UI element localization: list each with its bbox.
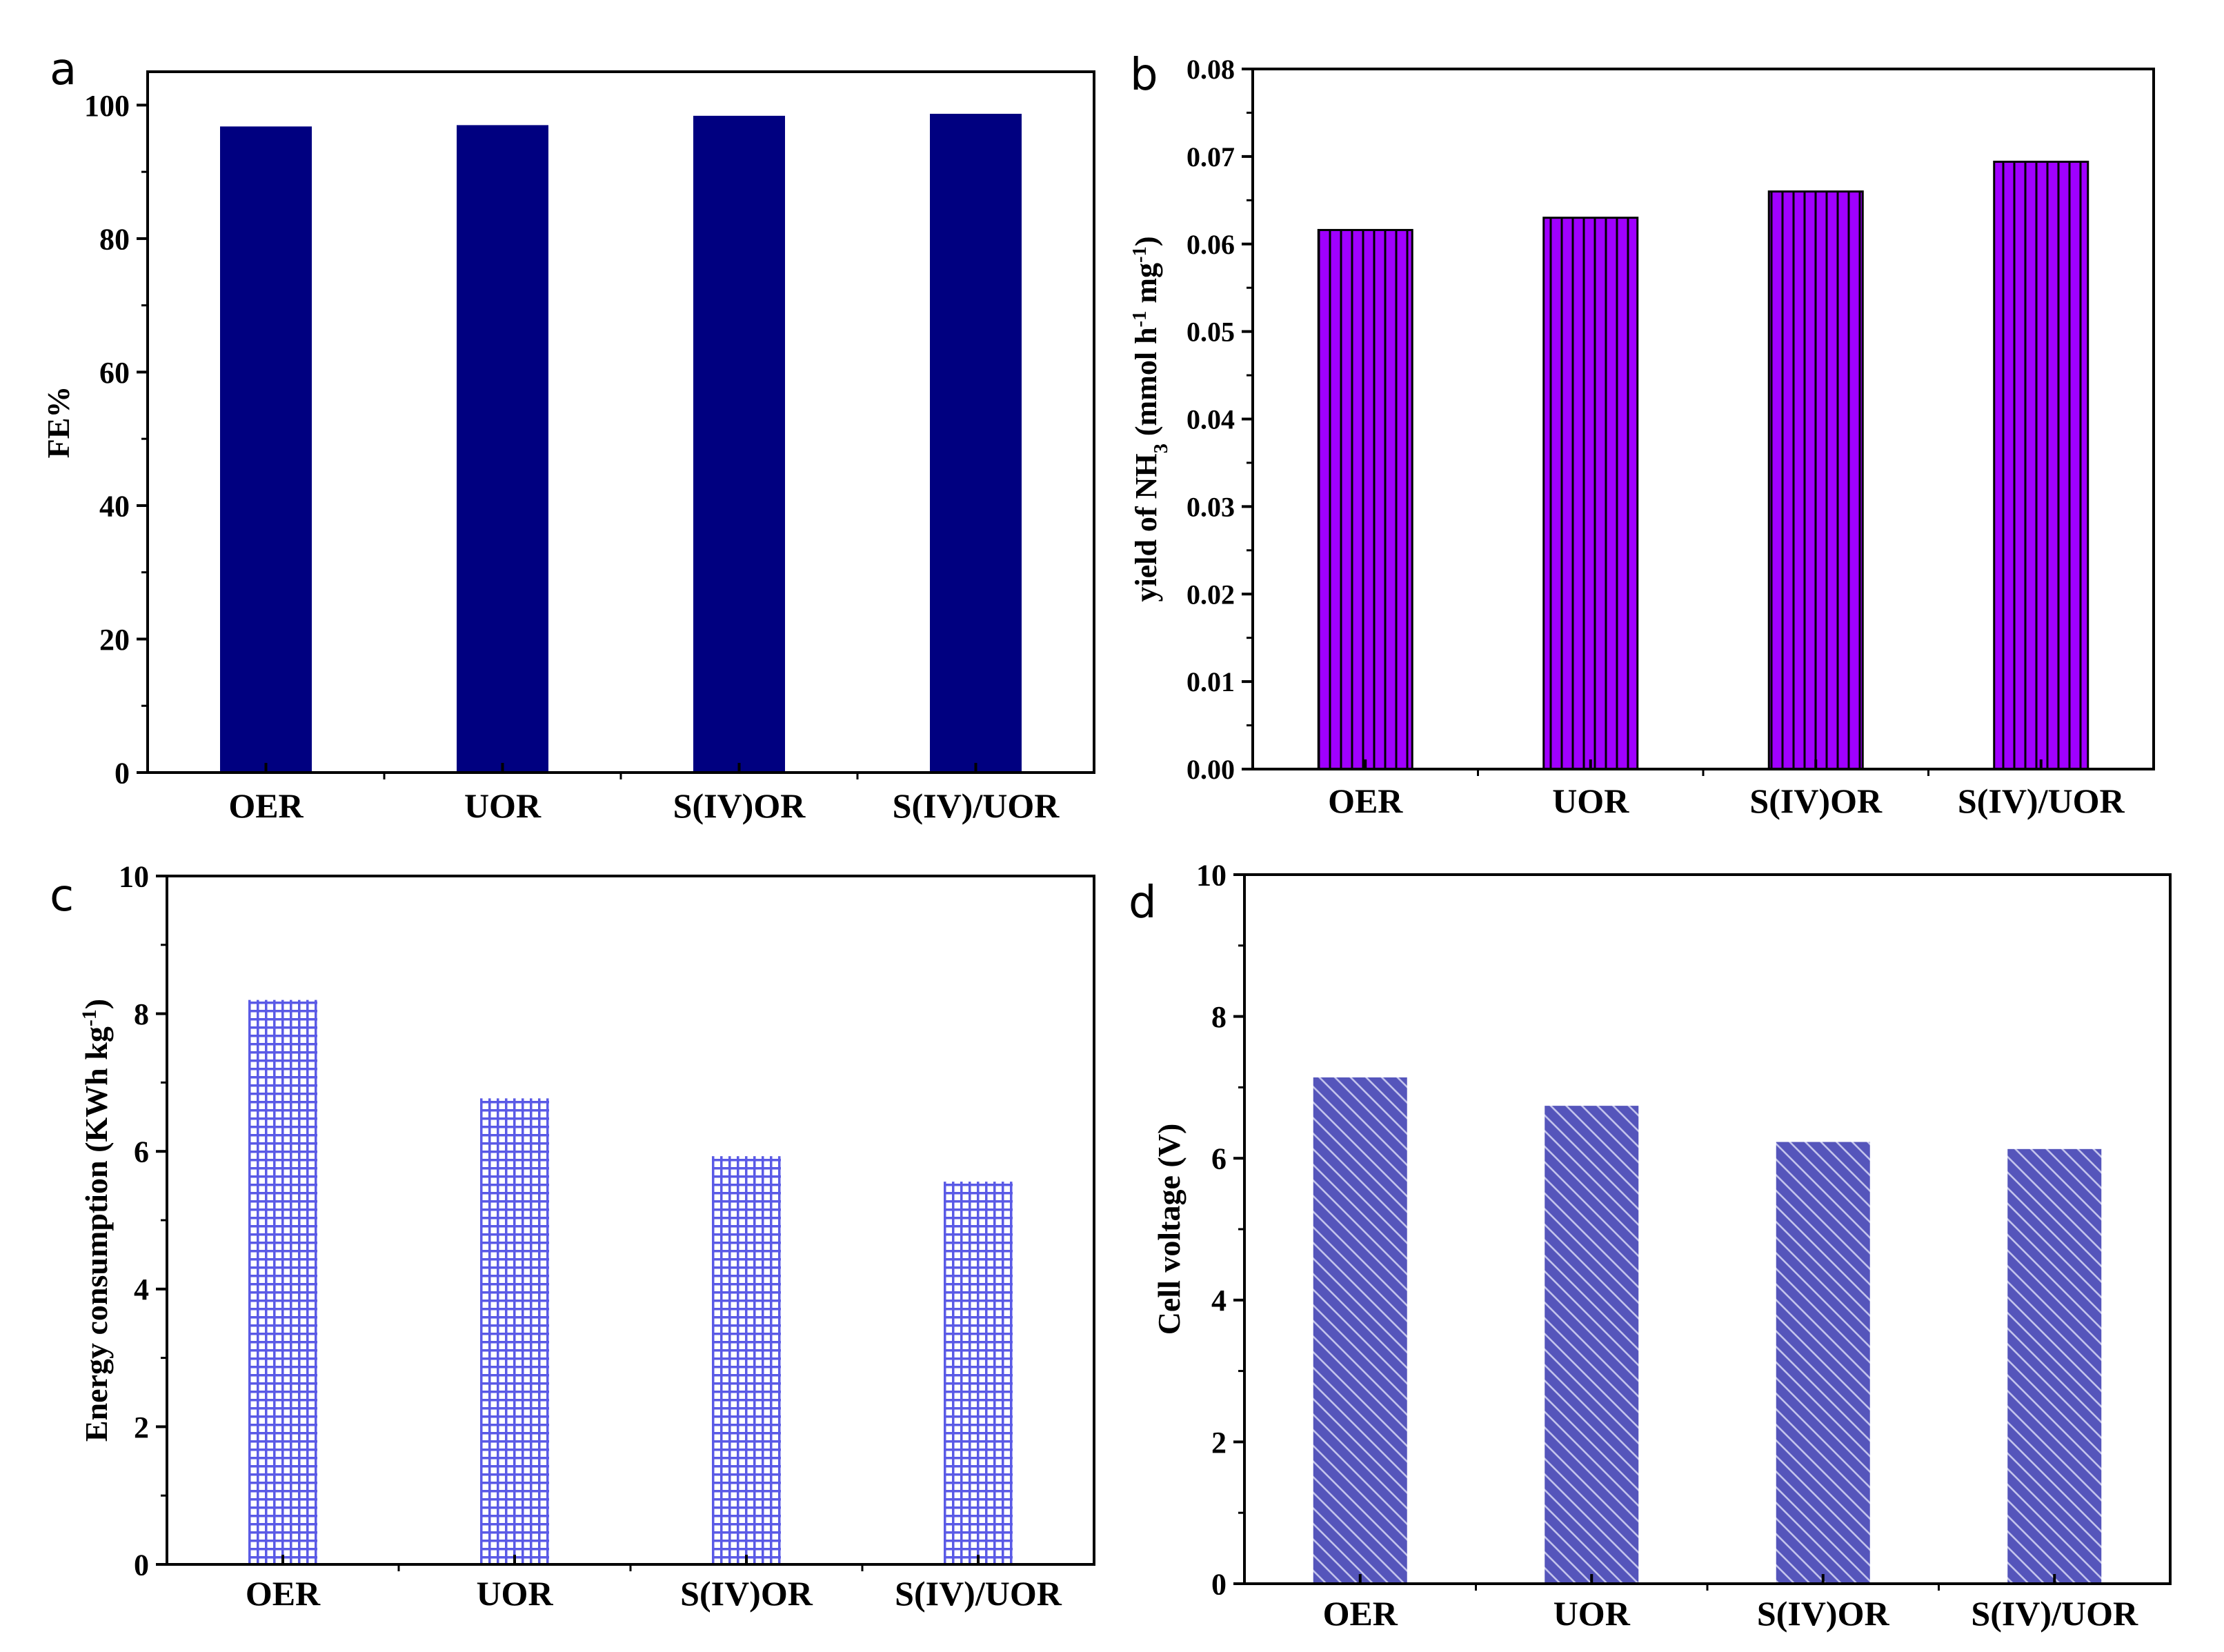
y-tick-label: 6 — [1211, 1142, 1227, 1176]
bar-s-iv-or — [1767, 190, 1864, 770]
panel-c: c 0 2 4 6 8 10 OER UOR S(IV)OR S(IV)/UOR Energy con… — [50, 859, 1095, 1613]
x-category-label: S(IV)OR — [1749, 782, 1883, 820]
bar-s-iv-uor — [944, 1182, 1013, 1564]
x-category-label: OER — [1328, 782, 1403, 820]
bar-uor — [457, 125, 548, 773]
panel-letter: c — [50, 870, 74, 922]
y-tick-label: 0 — [115, 756, 130, 790]
y-tick-label: 4 — [134, 1273, 149, 1306]
y-axis-label: Cell voltage (V) — [1151, 1124, 1187, 1335]
bar-uor — [480, 1098, 549, 1564]
x-category-label: S(IV)OR — [680, 1574, 813, 1613]
y-axis-label: Energy consumption (KWh kg-1) — [78, 999, 115, 1442]
y-tick-label: 2 — [134, 1411, 149, 1444]
y-tick-label: 0 — [1211, 1567, 1227, 1601]
panel-d: d 0 2 4 6 8 10 OER UOR S(IV)OR S(IV)/UOR Cell volta… — [1129, 858, 2172, 1633]
x-category-label: OER — [246, 1574, 321, 1613]
bar-s-iv-uor — [1993, 160, 2089, 770]
y-tick-label: 6 — [134, 1135, 149, 1169]
x-category-label: UOR — [1552, 782, 1629, 820]
x-category-label: S(IV)/UOR — [893, 786, 1060, 825]
y-tick-label: 8 — [1211, 1000, 1227, 1034]
y-tick-label: 0.01 — [1187, 666, 1235, 697]
panel-letter: a — [50, 44, 77, 95]
bar-uor — [1545, 1106, 1639, 1584]
panel-b: b 0.00 0.01 0.02 0.03 0.04 0.05 0.06 0.07 0.08 OER… — [1129, 50, 2155, 820]
y-tick-label: 2 — [1211, 1426, 1227, 1460]
y-axis-label: yield of NH3 (mmol h-1 mg-1) — [1129, 236, 1172, 601]
y-tick-label: 40 — [99, 489, 130, 523]
x-category-label: S(IV)/UOR — [1958, 782, 2125, 820]
x-category-label: OER — [228, 786, 304, 825]
x-category-label: OER — [1323, 1594, 1398, 1633]
y-tick-label: 0.08 — [1187, 54, 1235, 85]
panel-a: a 0 20 40 60 80 100 OER UOR S(IV)OR S(IV)/UOR FE% — [41, 44, 1095, 825]
panel-letter: b — [1130, 50, 1158, 101]
bar-s-iv-or — [693, 115, 785, 773]
panel-letter: d — [1129, 877, 1157, 928]
x-category-label: UOR — [464, 786, 542, 825]
bar-oer — [220, 126, 312, 773]
y-tick-label: 10 — [1196, 858, 1227, 892]
y-tick-label: 100 — [84, 89, 130, 123]
y-tick-label: 0 — [134, 1548, 149, 1582]
bar-oer — [1313, 1077, 1407, 1584]
y-tick-label: 0.03 — [1187, 491, 1235, 522]
y-tick-label: 0.07 — [1187, 141, 1235, 172]
x-category-label: UOR — [1553, 1594, 1631, 1633]
y-tick-label: 10 — [119, 859, 149, 893]
y-tick-label: 80 — [99, 222, 130, 256]
y-tick-label: 60 — [99, 356, 130, 390]
bar-uor — [1542, 217, 1639, 770]
bar-s-iv-uor — [930, 113, 1022, 773]
y-tick-label: 0.00 — [1187, 754, 1235, 785]
x-category-label: S(IV)OR — [673, 786, 806, 825]
bar-s-iv-or — [712, 1156, 781, 1564]
y-axis-label: FE% — [41, 386, 76, 459]
bar-oer — [248, 999, 317, 1564]
y-tick-label: 20 — [99, 623, 130, 657]
y-tick-label: 0.04 — [1187, 404, 1235, 435]
bar-s-iv-uor — [2007, 1148, 2102, 1584]
x-category-label: S(IV)/UOR — [1971, 1594, 2138, 1633]
y-tick-label: 0.06 — [1187, 229, 1235, 260]
x-category-label: S(IV)/UOR — [895, 1574, 1062, 1613]
bar-s-iv-or — [1776, 1142, 1870, 1584]
y-tick-label: 0.02 — [1187, 579, 1235, 610]
bar-oer — [1317, 228, 1413, 770]
x-category-label: UOR — [476, 1574, 553, 1613]
y-tick-label: 8 — [134, 997, 149, 1031]
y-tick-label: 4 — [1211, 1284, 1227, 1317]
y-tick-label: 0.05 — [1187, 317, 1235, 348]
x-category-label: S(IV)OR — [1757, 1594, 1890, 1633]
